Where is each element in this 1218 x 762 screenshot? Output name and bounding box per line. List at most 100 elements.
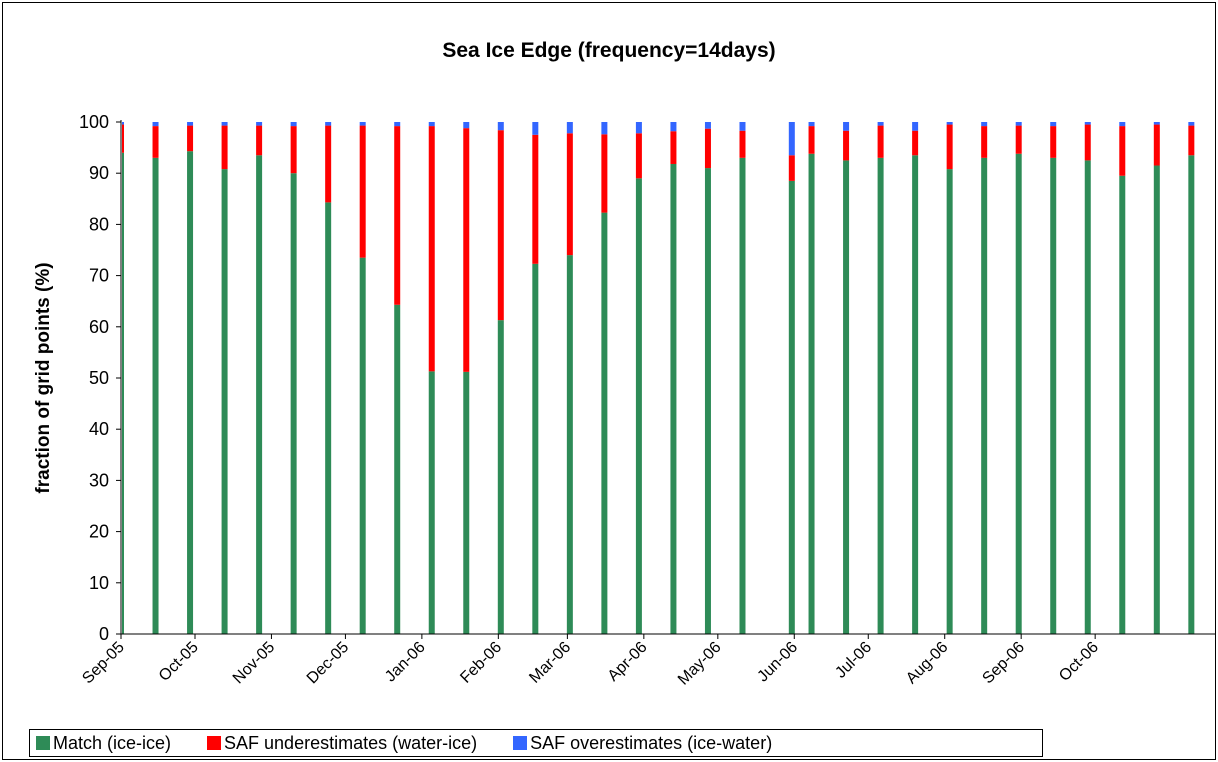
bar-match-25 <box>981 157 988 634</box>
bar-underestimate-27 <box>1050 126 1057 158</box>
y-tick-label-90: 90 <box>89 163 109 183</box>
bar-underestimate-19 <box>788 155 795 181</box>
bar-overestimate-1 <box>152 122 159 127</box>
bar-underestimate-4 <box>256 125 263 156</box>
legend: Match (ice-ice) SAF underestimates (wate… <box>29 729 1043 757</box>
bar-underestimate-18 <box>739 130 746 158</box>
bar-match-14 <box>601 212 608 634</box>
bar-overestimate-18 <box>739 122 746 131</box>
bar-match-13 <box>566 255 573 634</box>
bar-overestimate-8 <box>394 122 401 127</box>
x-tick-label-12: Sep-06 <box>979 639 1028 688</box>
x-tick-label-4: Jan-06 <box>382 639 429 686</box>
bar-overestimate-19 <box>788 122 795 156</box>
bar-overestimate-0 <box>122 122 124 125</box>
bar-underestimate-10 <box>463 128 470 372</box>
bar-underestimate-2 <box>187 125 194 152</box>
bar-overestimate-30 <box>1153 122 1160 125</box>
bar-match-19 <box>788 180 795 634</box>
chart-title: Sea Ice Edge (frequency=14days) <box>442 39 775 62</box>
legend-item-overestimates: SAF overestimates (ice-water) <box>513 733 772 754</box>
bar-match-6 <box>325 202 332 634</box>
x-tick-label-13: Oct-06 <box>1056 639 1102 685</box>
bar-overestimate-31 <box>1188 122 1195 126</box>
bar-overestimate-24 <box>946 122 953 125</box>
bar-match-20 <box>808 153 815 634</box>
bar-match-7 <box>359 257 366 634</box>
x-tick-label-5: Feb-06 <box>457 639 505 687</box>
bar-match-22 <box>877 157 884 634</box>
x-tick-label-0: Sep-05 <box>79 639 128 688</box>
bar-underestimate-20 <box>808 126 815 154</box>
bar-underestimate-6 <box>325 125 332 203</box>
bar-overestimate-28 <box>1084 122 1091 125</box>
bar-overestimate-13 <box>566 122 573 134</box>
y-tick-label-20: 20 <box>89 522 109 542</box>
bar-match-8 <box>394 304 401 634</box>
bar-overestimate-11 <box>497 122 504 131</box>
x-tick-label-8: May-06 <box>675 639 725 689</box>
bar-underestimate-25 <box>981 126 988 158</box>
bar-overestimate-10 <box>463 122 470 129</box>
bar-match-17 <box>704 168 711 634</box>
bar-overestimate-22 <box>877 122 884 126</box>
bar-overestimate-29 <box>1119 122 1126 127</box>
y-tick-label-70: 70 <box>89 266 109 286</box>
bar-match-31 <box>1188 155 1195 634</box>
legend-item-match: Match (ice-ice) <box>36 733 171 754</box>
bar-overestimate-6 <box>325 122 332 126</box>
bar-match-18 <box>739 157 746 634</box>
bar-overestimate-25 <box>981 122 988 127</box>
bar-underestimate-0 <box>122 124 124 153</box>
bar-match-27 <box>1050 157 1057 634</box>
bar-match-4 <box>256 155 263 634</box>
x-tick-label-1: Oct-05 <box>156 639 202 685</box>
y-tick-label-30: 30 <box>89 470 109 490</box>
legend-item-underestimates: SAF underestimates (water-ice) <box>207 733 477 754</box>
bar-underestimate-7 <box>359 125 366 258</box>
bar-match-16 <box>670 163 677 634</box>
bar-match-23 <box>912 155 919 634</box>
y-tick-label-10: 10 <box>89 573 109 593</box>
y-tick-label-50: 50 <box>89 368 109 388</box>
bar-overestimate-15 <box>635 122 642 134</box>
bar-underestimate-9 <box>428 126 435 372</box>
bar-underestimate-1 <box>152 126 159 158</box>
bar-match-11 <box>497 320 504 634</box>
bar-overestimate-7 <box>359 122 366 126</box>
legend-label-overestimates: SAF overestimates (ice-water) <box>530 732 773 753</box>
x-tick-label-11: Aug-06 <box>903 639 952 688</box>
legend-label-underestimates: SAF underestimates (water-ice) <box>224 732 478 753</box>
bar-underestimate-26 <box>1015 125 1022 154</box>
x-tick-label-6: Mar-06 <box>526 639 574 687</box>
bar-underestimate-17 <box>704 128 711 169</box>
bar-overestimate-23 <box>912 122 919 131</box>
bar-overestimate-16 <box>670 122 677 132</box>
legend-swatch-underestimates <box>207 736 222 750</box>
bar-overestimate-26 <box>1015 122 1022 126</box>
bar-underestimate-3 <box>221 125 228 170</box>
bar-underestimate-11 <box>497 130 504 321</box>
bar-match-28 <box>1084 160 1091 634</box>
bar-match-24 <box>946 169 953 634</box>
bar-underestimate-31 <box>1188 125 1195 156</box>
bar-overestimate-20 <box>808 122 815 127</box>
bar-match-15 <box>635 178 642 634</box>
bar-underestimate-16 <box>670 131 677 164</box>
x-tick-label-7: Apr-06 <box>605 639 651 685</box>
bar-match-0 <box>122 152 124 634</box>
bar-overestimate-4 <box>256 122 263 126</box>
bar-match-12 <box>532 263 539 634</box>
x-tick-label-2: Nov-05 <box>230 639 279 688</box>
bar-underestimate-14 <box>601 134 608 213</box>
bar-match-21 <box>843 160 850 634</box>
bar-overestimate-17 <box>704 122 711 129</box>
bar-underestimate-28 <box>1084 124 1091 161</box>
bar-match-26 <box>1015 153 1022 634</box>
bar-underestimate-15 <box>635 133 642 179</box>
bar-underestimate-5 <box>290 126 297 174</box>
bar-match-5 <box>290 173 297 634</box>
bar-underestimate-13 <box>566 133 573 256</box>
legend-swatch-match <box>36 736 50 750</box>
y-tick-label-0: 0 <box>99 624 109 644</box>
